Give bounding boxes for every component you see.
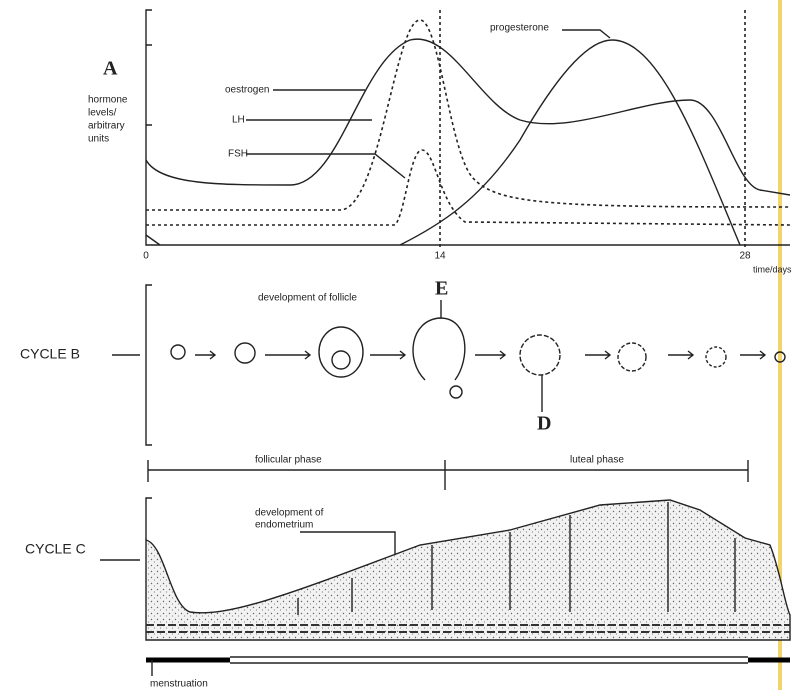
phases: follicular phase luteal phase	[148, 455, 748, 490]
x-tick-label: 14	[434, 251, 446, 262]
phase-label: follicular phase	[255, 455, 322, 466]
diagram: A hormone levels/ arbitrary units 0 14 2…	[0, 0, 801, 690]
corpus-luteum	[618, 343, 646, 371]
cycle-label: CYCLE B	[20, 346, 80, 362]
curve-label: oestrogen	[225, 85, 269, 96]
panel-label: A	[103, 58, 118, 80]
bar-label: menstruation	[150, 679, 208, 690]
bracket	[112, 285, 152, 445]
curve-label: FSH	[228, 149, 248, 160]
cycle-b: CYCLE B development of follicle E D	[20, 278, 785, 445]
curve-label: LH	[232, 115, 245, 126]
y-axis-label: arbitrary	[88, 121, 125, 132]
progesterone-curve	[146, 40, 740, 245]
follicle	[235, 343, 255, 363]
arrows	[195, 351, 765, 359]
corpus-luteum	[706, 347, 726, 367]
leader-line	[246, 154, 405, 178]
annotation: development of follicle	[258, 293, 357, 304]
endometrium	[146, 500, 790, 640]
y-axis-label: hormone	[88, 95, 128, 106]
follicle	[171, 345, 185, 359]
curve-label: progesterone	[490, 23, 549, 34]
phase-label: luteal phase	[570, 455, 624, 466]
x-tick-label: 28	[739, 251, 751, 262]
marker: D	[537, 413, 551, 435]
panel-a: A hormone levels/ arbitrary units 0 14 2…	[88, 10, 792, 274]
cycle-label: CYCLE C	[25, 541, 86, 557]
axis-ticks	[146, 45, 152, 125]
leader-line	[300, 532, 395, 555]
phase-line	[148, 460, 748, 490]
y-axis-label: levels/	[88, 108, 117, 119]
x-tick-label: 0	[143, 251, 149, 262]
cycle-c: CYCLE C development of endometrium menst…	[25, 498, 790, 690]
corpus-luteum	[520, 335, 560, 375]
annotation: development of	[255, 508, 324, 519]
y-axis-label: units	[88, 134, 109, 145]
bracket	[100, 498, 152, 560]
ruptured-follicle	[413, 318, 465, 380]
marker: E	[435, 278, 448, 300]
cycle-bar	[230, 657, 748, 663]
leader-line	[562, 30, 610, 38]
annotation: endometrium	[255, 520, 313, 531]
follicle	[332, 351, 350, 369]
fsh-curve	[146, 150, 790, 225]
x-axis-label: time/days	[753, 264, 792, 274]
ovum	[450, 386, 462, 398]
